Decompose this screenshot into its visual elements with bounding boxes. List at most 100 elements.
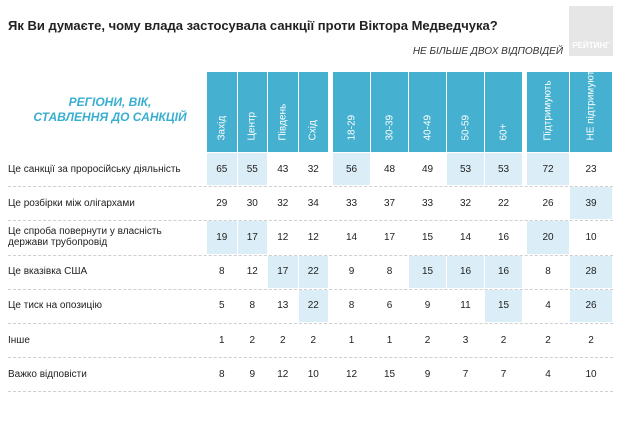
cell: 10	[585, 368, 597, 380]
cell: 55	[237, 153, 267, 186]
cell: 43	[277, 163, 289, 175]
logo: РЕЙТИНГ	[569, 6, 613, 56]
cell: 17	[383, 231, 396, 243]
cell: 48	[383, 163, 396, 175]
cell: 12	[277, 368, 289, 380]
cell: 7	[462, 368, 469, 380]
column-header: 50-59	[447, 72, 484, 152]
cell: 16	[447, 255, 484, 288]
cell: 8	[249, 300, 256, 312]
cell: 32	[277, 197, 289, 209]
cell: 53	[485, 153, 522, 186]
cell: 29	[216, 197, 228, 209]
column-header-text: НЕ підтримують	[585, 65, 597, 141]
cell: 6	[386, 300, 393, 312]
cell: 2	[545, 334, 551, 346]
cell: 12	[345, 368, 358, 380]
cell: 16	[497, 231, 510, 243]
row-separator	[8, 288, 613, 290]
row-separator	[8, 323, 613, 324]
cell: 33	[421, 197, 434, 209]
cell: 2	[279, 334, 286, 346]
column-header: 60+	[485, 72, 522, 152]
cell: 8	[545, 266, 551, 278]
cell: 7	[500, 368, 507, 380]
cell: 2	[500, 334, 507, 346]
column-header: 40-49	[409, 72, 446, 152]
cell: 26	[570, 289, 612, 322]
cell: 33	[345, 197, 358, 209]
column-header: Схід	[298, 72, 328, 152]
cell: 8	[348, 300, 355, 312]
cell: 8	[218, 266, 225, 278]
cell: 32	[307, 163, 319, 175]
cell: 9	[424, 368, 431, 380]
column-header-text: 18-29	[346, 114, 357, 141]
cell: 13	[277, 300, 289, 312]
column-header: НЕ підтримують	[570, 66, 612, 152]
cell: 12	[277, 231, 289, 243]
cell: 19	[207, 221, 237, 254]
row-label: Важко відповісти	[8, 368, 87, 380]
cell: 15	[383, 368, 396, 380]
column-header-text: Підтримують	[542, 80, 554, 141]
row-label: Інше	[8, 334, 30, 346]
column-header-text: Південь	[277, 103, 289, 141]
cell: 11	[460, 300, 471, 312]
cell: 20	[527, 221, 569, 254]
row-label: Це розбірки між олігархами	[8, 197, 135, 209]
cell: 14	[345, 231, 358, 243]
cell: 23	[585, 163, 597, 175]
cell: 12	[307, 231, 319, 243]
cell: 2	[588, 334, 594, 346]
cell: 1	[386, 334, 393, 346]
cell: 8	[386, 266, 393, 278]
column-header-text: Захід	[216, 115, 228, 141]
row-label: Це тиск на опозицію	[8, 300, 102, 312]
cell: 34	[307, 197, 319, 209]
column-header: Захід	[207, 72, 237, 152]
column-header: Підтримують	[527, 72, 569, 152]
cell: 56	[333, 153, 370, 186]
column-header-text: 50-59	[460, 114, 471, 141]
corner-label: РЕГІОНИ, ВІК, СТАВЛЕННЯ ДО САНКЦІЙ	[33, 95, 187, 124]
cell: 4	[545, 300, 551, 312]
title: Як Ви думаєте, чому влада застосувала са…	[8, 18, 498, 33]
cell: 65	[207, 153, 237, 186]
cell: 32	[459, 197, 472, 209]
cell: 4	[545, 368, 551, 380]
cell: 9	[424, 300, 431, 312]
row-separator	[8, 220, 613, 222]
cell: 39	[570, 187, 612, 220]
column-header: Південь	[268, 72, 298, 152]
row-separator	[8, 391, 613, 393]
cell: 37	[383, 197, 396, 209]
cell: 2	[424, 334, 431, 346]
row-label: Це вказівка США	[8, 266, 88, 278]
cell: 15	[485, 289, 522, 322]
cell: 5	[218, 300, 225, 312]
cell: 17	[268, 255, 298, 288]
column-header: Центр	[237, 72, 267, 152]
cell: 12	[246, 266, 258, 278]
column-header-text: 30-39	[384, 114, 395, 141]
cell: 3	[462, 334, 469, 346]
cell: 15	[421, 231, 434, 243]
cell: 10	[585, 231, 597, 243]
cell: 16	[485, 255, 522, 288]
cell: 2	[310, 334, 317, 346]
cell: 22	[298, 289, 328, 322]
cell: 30	[246, 197, 258, 209]
column-header-text: Схід	[307, 120, 319, 141]
cell: 9	[348, 266, 355, 278]
cell: 26	[542, 197, 554, 209]
row-separator	[8, 186, 613, 188]
column-header: 18-29	[333, 72, 370, 152]
cell: 8	[218, 368, 225, 380]
cell: 53	[447, 153, 484, 186]
row-label: Це спроба повернути у власність держави …	[8, 226, 162, 249]
row-separator	[8, 357, 613, 359]
cell: 17	[237, 221, 267, 254]
cell: 9	[249, 368, 256, 380]
